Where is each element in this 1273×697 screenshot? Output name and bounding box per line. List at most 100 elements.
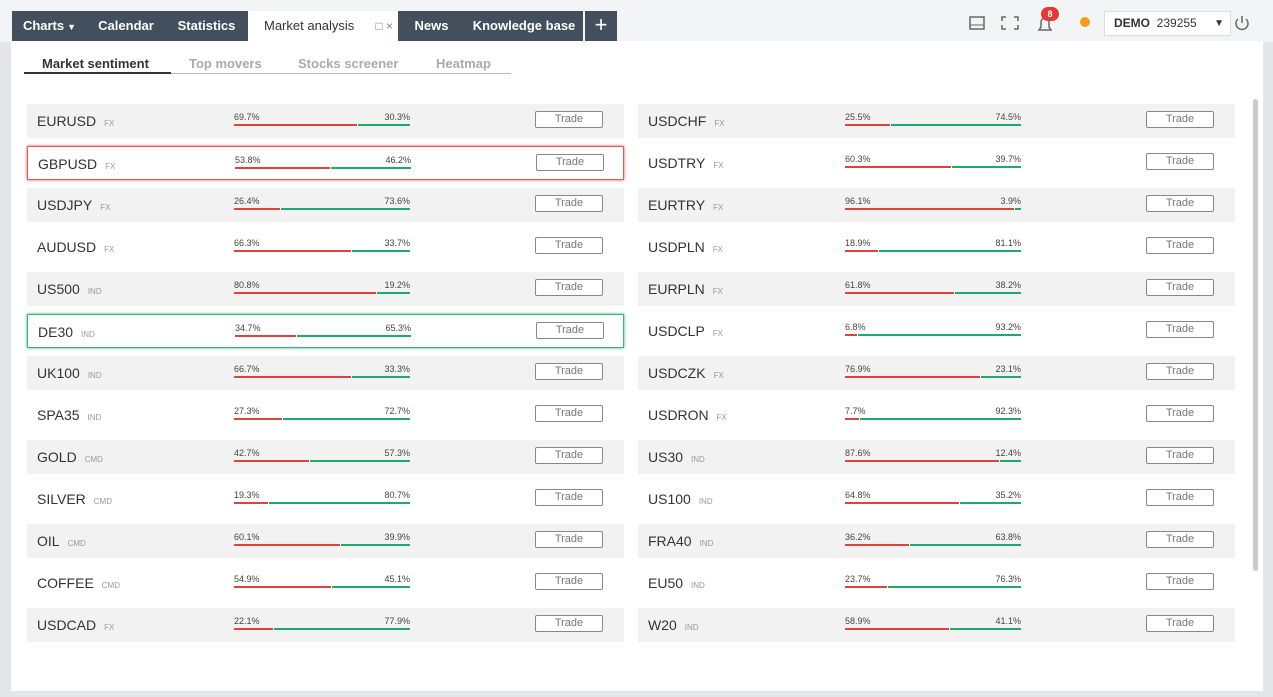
subtab[interactable]: Heatmap — [436, 56, 491, 71]
trade-button[interactable]: Trade — [1146, 447, 1214, 464]
sentiment-row: EU50 IND 23.7% 76.3% Trade — [638, 566, 1235, 600]
trade-button[interactable]: Trade — [1146, 531, 1214, 548]
sell-percent: 25.5% — [845, 112, 871, 122]
symbol: W20 IND — [648, 617, 699, 633]
trade-button[interactable]: Trade — [535, 531, 603, 548]
trade-button[interactable]: Trade — [1146, 363, 1214, 380]
tab[interactable]: Knowledge base — [465, 11, 583, 41]
tab[interactable]: News — [398, 11, 465, 41]
add-tab[interactable]: + — [585, 11, 617, 41]
asset-class: IND — [684, 623, 699, 632]
buy-percent: 33.3% — [384, 364, 410, 374]
subtab[interactable]: Stocks screener — [298, 56, 399, 71]
sentiment-row: DE30 IND 34.7% 65.3% Trade — [27, 314, 624, 348]
symbol-name: SILVER — [37, 491, 86, 507]
trade-button[interactable]: Trade — [535, 111, 603, 128]
tab[interactable]: Market analysis □ × — [248, 11, 398, 41]
asset-class: CMD — [93, 497, 112, 506]
buy-bar — [357, 124, 410, 126]
trade-button[interactable]: Trade — [1146, 615, 1214, 632]
trade-button[interactable]: Trade — [535, 573, 603, 590]
trade-button[interactable]: Trade — [535, 489, 603, 506]
tab[interactable]: Statistics — [165, 11, 248, 41]
buy-bar — [859, 418, 1021, 420]
trade-button[interactable]: Trade — [1146, 405, 1214, 422]
buy-percent: 30.3% — [384, 112, 410, 122]
subtab[interactable]: Market sentiment — [42, 56, 149, 71]
sentiment-row: W20 IND 58.9% 41.1% Trade — [638, 608, 1235, 642]
trade-button[interactable]: Trade — [535, 405, 603, 422]
trade-button[interactable]: Trade — [536, 154, 604, 171]
symbol-name: W20 — [648, 617, 677, 633]
tab-label: News — [414, 18, 449, 33]
sell-percent: 6.8% — [845, 322, 866, 332]
sentiment-row: USDCHF FX 25.5% 74.5% Trade — [638, 104, 1235, 138]
sentiment-row: US500 IND 80.8% 19.2% Trade — [27, 272, 624, 306]
sell-bar — [234, 544, 340, 546]
buy-percent: 72.7% — [384, 406, 410, 416]
asset-class: FX — [712, 245, 724, 254]
trade-button[interactable]: Trade — [1146, 321, 1214, 338]
symbol: SILVER CMD — [37, 491, 112, 507]
buy-bar — [1000, 460, 1021, 462]
buy-bar — [273, 628, 410, 630]
trade-button[interactable]: Trade — [1146, 237, 1214, 254]
trade-button[interactable]: Trade — [535, 279, 603, 296]
buy-percent: 19.2% — [384, 280, 410, 290]
sell-percent: 26.4% — [234, 196, 260, 206]
symbol: USDCZK FX — [648, 365, 724, 381]
sell-bar — [234, 460, 310, 462]
sell-bar — [234, 376, 352, 378]
sell-percent: 64.8% — [845, 490, 871, 500]
buy-bar — [297, 335, 411, 337]
buy-percent: 63.8% — [995, 532, 1021, 542]
symbol-name: EURTRY — [648, 197, 706, 213]
sell-percent: 60.3% — [845, 154, 871, 164]
asset-class: FX — [105, 162, 116, 171]
scrollbar[interactable] — [1253, 99, 1258, 571]
sell-bar — [845, 250, 879, 252]
trade-button[interactable]: Trade — [1146, 573, 1214, 590]
sell-percent: 66.3% — [234, 238, 260, 248]
symbol: GBPUSD FX — [38, 156, 115, 172]
trade-button[interactable]: Trade — [1146, 153, 1214, 170]
sell-bar — [234, 628, 273, 630]
sell-percent: 96.1% — [845, 196, 871, 206]
asset-class: FX — [712, 287, 724, 296]
subtab[interactable]: Top movers — [189, 56, 262, 71]
trade-button[interactable]: Trade — [535, 615, 603, 632]
sell-percent: 80.8% — [234, 280, 260, 290]
trade-button[interactable]: Trade — [1146, 195, 1214, 212]
symbol: USDTRY FX — [648, 155, 724, 171]
sentiment-row: US100 IND 64.8% 35.2% Trade — [638, 482, 1235, 516]
trade-button[interactable]: Trade — [535, 237, 603, 254]
buy-bar — [331, 586, 410, 588]
sentiment-row: COFFEE CMD 54.9% 45.1% Trade — [27, 566, 624, 600]
tab[interactable]: Charts ▼ — [12, 11, 87, 41]
trade-button[interactable]: Trade — [1146, 111, 1214, 128]
tab-label: Market analysis — [264, 18, 355, 33]
symbol: USDJPY FX — [37, 197, 110, 213]
tab[interactable]: Calendar — [87, 11, 165, 41]
trade-button[interactable]: Trade — [535, 363, 603, 380]
dropdown-arrow: ▼ — [67, 22, 77, 32]
buy-percent: 35.2% — [995, 490, 1021, 500]
trade-button[interactable]: Trade — [536, 322, 604, 339]
symbol-name: GBPUSD — [38, 156, 98, 172]
symbol-name: AUDUSD — [37, 239, 97, 255]
notification-badge: 8 — [1041, 7, 1059, 21]
tab-label: Knowledge base — [472, 18, 576, 33]
trade-button[interactable]: Trade — [535, 447, 603, 464]
symbol-name: EURUSD — [37, 113, 97, 129]
buy-percent: 80.7% — [384, 490, 410, 500]
trade-button[interactable]: Trade — [535, 195, 603, 212]
sell-percent: 76.9% — [845, 364, 871, 374]
sell-bar — [234, 124, 357, 126]
buy-bar — [960, 502, 1021, 504]
sentiment-row: EURPLN FX 61.8% 38.2% Trade — [638, 272, 1235, 306]
trade-button[interactable]: Trade — [1146, 489, 1214, 506]
trade-button[interactable]: Trade — [1146, 279, 1214, 296]
account-selector[interactable]: DEMO 239255 ▼ — [1104, 11, 1231, 36]
tab-label: Charts — [22, 18, 65, 33]
sell-bar — [234, 250, 351, 252]
